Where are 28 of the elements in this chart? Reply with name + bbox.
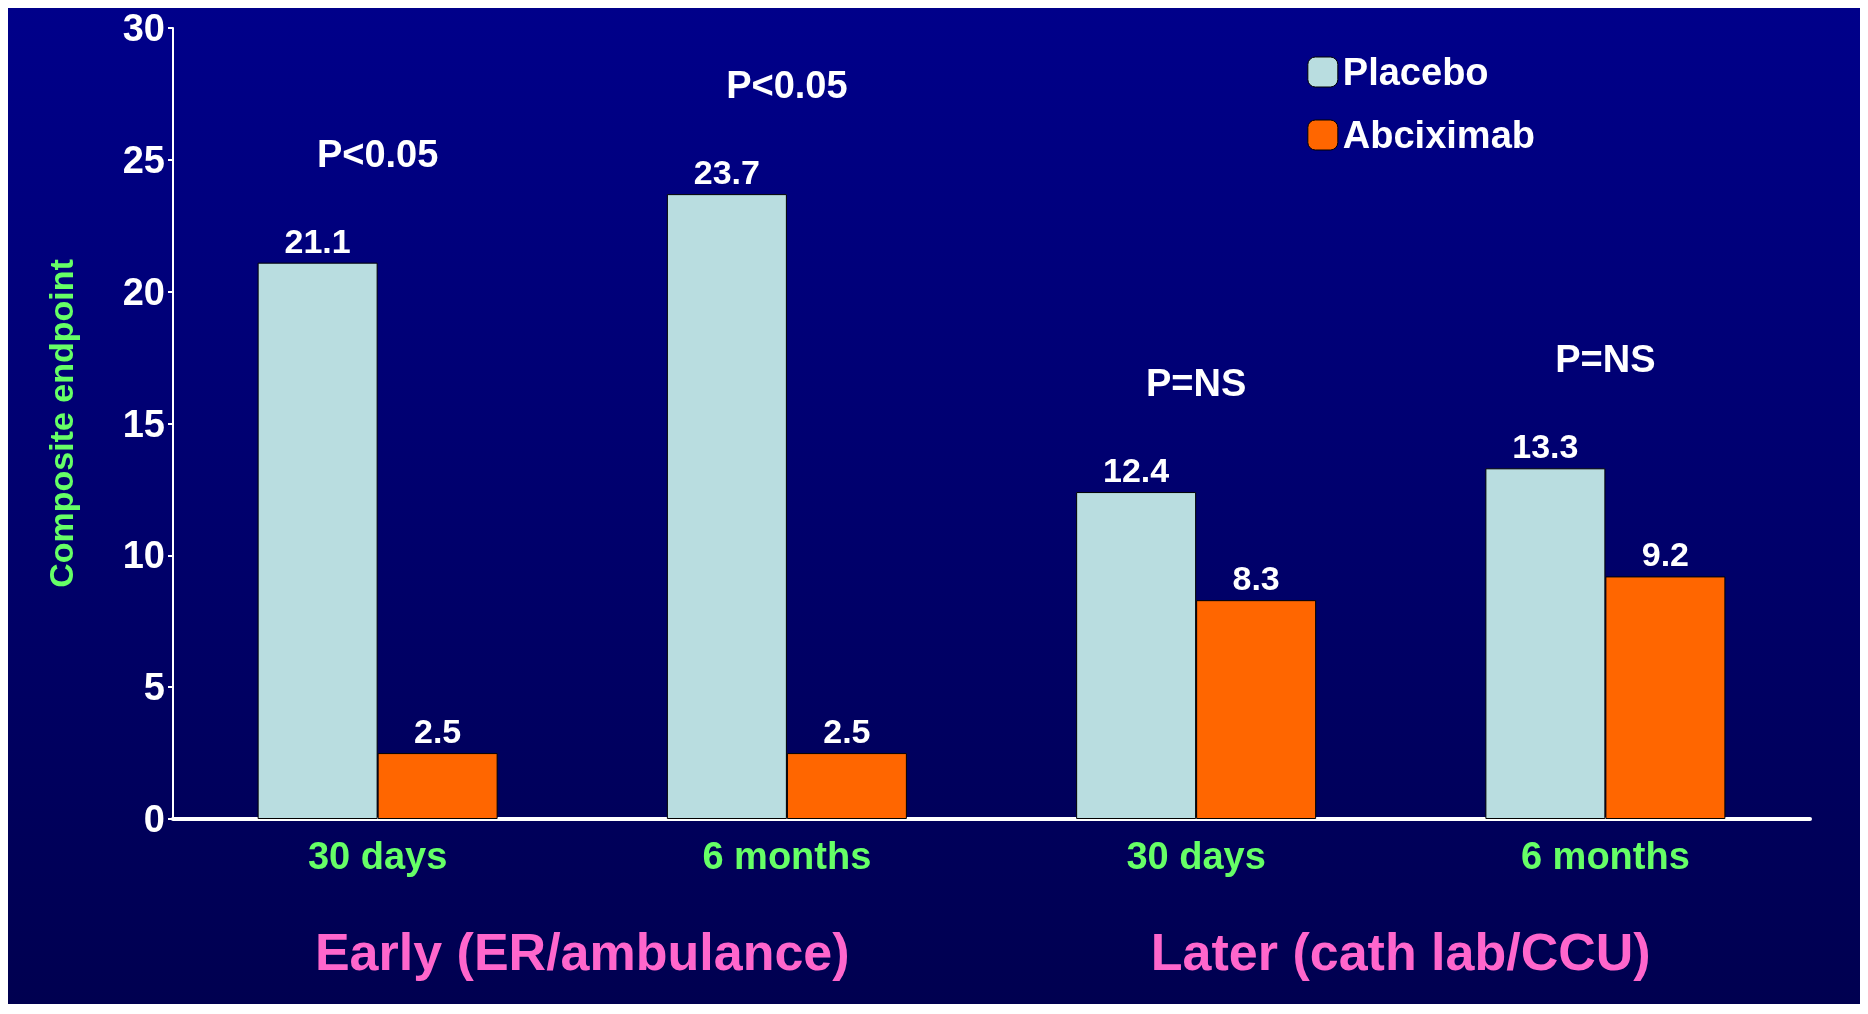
annotation: P=NS <box>1555 338 1656 381</box>
y-tick-label: 25 <box>122 138 165 181</box>
data-label: 12.4 <box>1103 451 1170 490</box>
legend-label: Abciximab <box>1342 114 1535 156</box>
y-axis-title: Composite endpoint <box>42 259 80 588</box>
text: Early (ER/ambulance) <box>314 923 850 981</box>
data-label: 2.5 <box>413 712 462 751</box>
data-label: 8.3 <box>1232 559 1280 598</box>
x-tick-label: 6 months <box>1520 835 1690 877</box>
y-tick-label: 30 <box>122 7 165 49</box>
data-label: 13.3 <box>1512 427 1579 466</box>
annotation: P<0.05 <box>726 64 848 107</box>
x-tick-label: 6 months <box>702 835 872 877</box>
data-label: 9.2 <box>1641 535 1690 574</box>
x-tick-label: 30 days <box>307 835 448 877</box>
text: Later (cath lab/CCU) <box>1150 923 1651 981</box>
data-label: 21.1 <box>284 221 351 260</box>
annotation: P<0.05 <box>316 132 439 175</box>
y-tick-label: 5 <box>143 666 165 709</box>
data-label: 23.7 <box>693 153 760 192</box>
annotation: P=NS <box>1145 362 1247 405</box>
y-tick-label: 0 <box>143 798 165 840</box>
legend-label: Placebo <box>1342 51 1489 93</box>
y-tick-label: 10 <box>122 534 165 577</box>
y-tick-label: 15 <box>122 402 165 445</box>
data-label: 2.5 <box>823 712 871 751</box>
x-tick-label: 30 days <box>1126 835 1266 877</box>
y-tick-label: 20 <box>122 270 165 313</box>
